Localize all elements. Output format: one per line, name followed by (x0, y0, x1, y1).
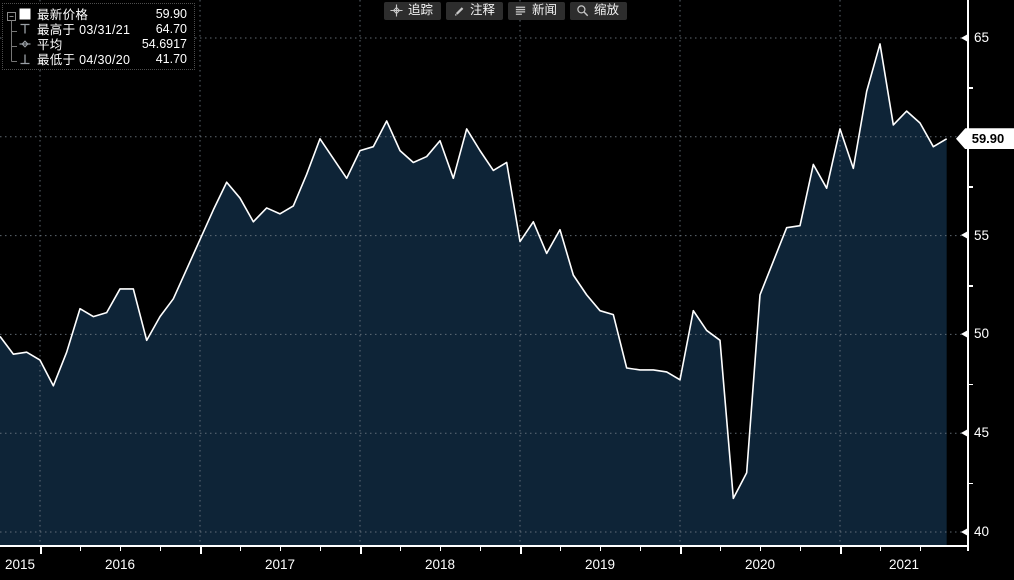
x-axis-year-tick (40, 546, 42, 554)
x-axis-year-tick (680, 546, 682, 554)
y-axis-minor-tick (968, 383, 973, 386)
y-axis-minor-tick (968, 285, 973, 287)
annotate-button-label: 注释 (470, 3, 496, 17)
y-axis-label: 40 (974, 524, 990, 539)
news-button[interactable]: 新闻 (508, 2, 566, 20)
y-axis-minor-tick (968, 482, 973, 485)
y-axis-line (967, 0, 969, 551)
news-button-label: 新闻 (532, 3, 558, 17)
legend-row-low: 最低于 04/30/20 41.70 (3, 51, 194, 67)
x-axis-quarter-tick (240, 546, 241, 551)
price-area-chart[interactable] (0, 0, 968, 545)
legend-value: 54.6917 (141, 36, 187, 51)
zoom-button-label: 缩放 (594, 3, 620, 17)
x-axis-quarter-tick (560, 546, 561, 551)
x-axis-quarter-tick (400, 546, 401, 551)
annotate-button[interactable]: 注释 (446, 2, 504, 20)
legend-value: 59.90 (155, 6, 187, 21)
y-axis-arrow-icon (961, 428, 968, 437)
x-axis-quarter-tick (480, 546, 481, 551)
track-button-label: 追踪 (408, 3, 434, 17)
x-axis-quarter-tick (920, 546, 921, 551)
latest-square-icon (18, 8, 32, 20)
y-axis-label: 65 (974, 30, 990, 45)
y-axis-label: 50 (974, 326, 990, 342)
crosshair-icon (390, 4, 403, 17)
legend-label: 最低于 04/30/20 (37, 53, 131, 67)
y-axis-minor-tick (968, 186, 973, 188)
x-axis-quarter-tick (80, 546, 81, 551)
news-lines-icon (514, 4, 527, 17)
x-axis-quarter-tick (440, 546, 441, 551)
last-price-flag: 59.90 (956, 128, 1014, 150)
low-marker-icon (18, 53, 32, 65)
x-axis-year-tick (520, 546, 522, 554)
x-axis-quarter-tick (760, 546, 761, 551)
x-axis-quarter-tick (320, 546, 321, 551)
legend-tree-icon[interactable] (5, 9, 19, 76)
x-axis-year-label: 2016 (104, 557, 136, 572)
legend-panel: 最新价格 59.90 最高于 03/31/21 64.70 平均 54.6917… (2, 3, 195, 70)
y-axis-arrow-icon (961, 33, 968, 42)
price-line (0, 43, 948, 500)
x-axis-year-label: 2018 (424, 557, 456, 572)
x-axis-quarter-tick (160, 546, 161, 551)
area-fill (0, 43, 947, 545)
x-axis-year-label: 2015 (4, 557, 36, 572)
x-axis-quarter-tick (640, 546, 641, 551)
legend-label: 最新价格 (37, 8, 89, 22)
y-axis-label: 55 (974, 227, 990, 243)
chart-toolbar: 追踪 注释 新闻 缩放 (384, 2, 628, 20)
legend-label: 平均 (37, 38, 63, 52)
track-button[interactable]: 追踪 (384, 2, 442, 20)
x-axis-quarter-tick (280, 546, 281, 551)
magnifier-icon (576, 4, 589, 17)
x-axis-quarter-tick (600, 546, 601, 551)
x-axis-year-tick (360, 546, 362, 554)
y-axis-minor-tick (968, 87, 973, 89)
legend-value: 41.70 (155, 51, 187, 66)
x-axis-quarter-tick (120, 546, 121, 551)
x-axis-year-tick (840, 546, 842, 554)
x-axis-quarter-tick (720, 546, 721, 551)
x-axis-year-label: 2020 (744, 557, 776, 572)
legend-row-latest: 最新价格 59.90 (3, 6, 194, 22)
x-axis-year-label: 2021 (888, 557, 920, 572)
x-axis-quarter-tick (800, 546, 801, 551)
y-axis-arrow-icon (961, 231, 968, 240)
x-axis-year-tick (200, 546, 202, 554)
legend-label: 最高于 03/31/21 (37, 23, 131, 37)
legend-row-average: 平均 54.6917 (3, 36, 194, 52)
x-axis-quarter-tick (880, 546, 881, 551)
pencil-icon (452, 4, 465, 17)
x-axis-year-label: 2017 (264, 557, 296, 572)
high-marker-icon (18, 23, 32, 35)
legend-row-high: 最高于 03/31/21 64.70 (3, 21, 194, 37)
y-axis-label: 45 (974, 425, 990, 441)
average-marker-icon (18, 38, 32, 50)
zoom-button[interactable]: 缩放 (570, 2, 628, 20)
x-axis-year-label: 2019 (584, 557, 616, 572)
y-axis-arrow-icon (961, 329, 968, 338)
legend-value: 64.70 (155, 21, 187, 36)
x-axis-line (0, 545, 969, 547)
y-axis-arrow-icon (961, 527, 968, 536)
